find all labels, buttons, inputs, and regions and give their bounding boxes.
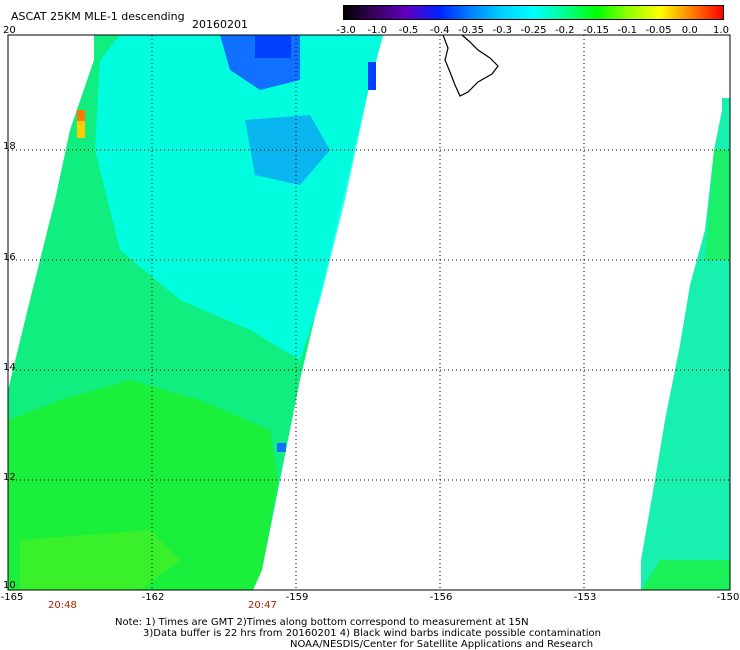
note-line-2: 3)Data buffer is 22 hrs from 20160201 4)… xyxy=(143,628,601,639)
swath-right-green-bottom xyxy=(641,560,730,590)
colorbar-tick-label: 1.0 xyxy=(713,25,729,36)
island-coastline xyxy=(442,34,499,97)
colorbar-tick-label: -0.35 xyxy=(458,25,484,36)
colorbar-tick-label: -3.0 xyxy=(336,25,356,36)
colorbar-tick-label: -1.0 xyxy=(367,25,388,36)
colorbar-tick-label: -0.3 xyxy=(492,25,513,36)
colorbar-tick-label: -0.4 xyxy=(429,25,450,36)
note-line-3: NOAA/NESDIS/Center for Satellite Applica… xyxy=(290,639,594,650)
swath-left-edge-blue xyxy=(368,62,376,90)
lon-label-153: -153 xyxy=(573,592,597,603)
swath-left-dark-blue xyxy=(255,36,291,58)
time-label-right: 20:47 xyxy=(248,600,277,611)
time-label-left: 20:48 xyxy=(48,600,77,611)
colorbar-tick-label: -0.05 xyxy=(645,25,672,36)
colorbar-tick-label: -0.2 xyxy=(554,25,575,36)
product-date: 20160201 xyxy=(192,18,248,31)
lat-label-20: 20 xyxy=(3,25,16,36)
swath-left-blue-dot xyxy=(277,443,286,452)
swath-left-blue-mid xyxy=(245,115,330,185)
lon-label-162: -162 xyxy=(141,592,165,603)
colorbar-tick-label: -0.5 xyxy=(398,25,419,36)
note-line-1: Note: 1) Times are GMT 2)Times along bot… xyxy=(115,617,529,628)
colorbar xyxy=(343,5,724,20)
lat-label-14: 14 xyxy=(3,362,16,373)
map-frame xyxy=(7,34,731,591)
colorbar-tick-label: -0.15 xyxy=(583,25,609,36)
swath-left-orange-spot xyxy=(77,110,85,121)
lon-label-150: -150 xyxy=(716,592,740,603)
colorbar-tick-label: -0.25 xyxy=(520,25,547,36)
product-title: ASCAT 25KM MLE-1 descending xyxy=(11,10,185,23)
colorbar-tick-label: -0.1 xyxy=(617,25,638,36)
lon-label-156: -156 xyxy=(429,592,453,603)
lat-label-16: 16 xyxy=(3,252,16,263)
lat-label-10: 10 xyxy=(3,580,16,591)
swath-left-cyan-zone xyxy=(95,35,383,360)
lon-label-165: -165 xyxy=(0,592,24,603)
swath-left-green-patch xyxy=(20,530,180,590)
lat-label-12: 12 xyxy=(3,472,16,483)
lon-label-159: -159 xyxy=(285,592,309,603)
lat-label-18: 18 xyxy=(3,141,16,152)
colorbar-tick-label: 0.0 xyxy=(681,25,698,36)
swath-right xyxy=(641,98,730,590)
swath-left-yellow-spot xyxy=(77,121,85,138)
swath-right-green-top xyxy=(705,150,730,260)
